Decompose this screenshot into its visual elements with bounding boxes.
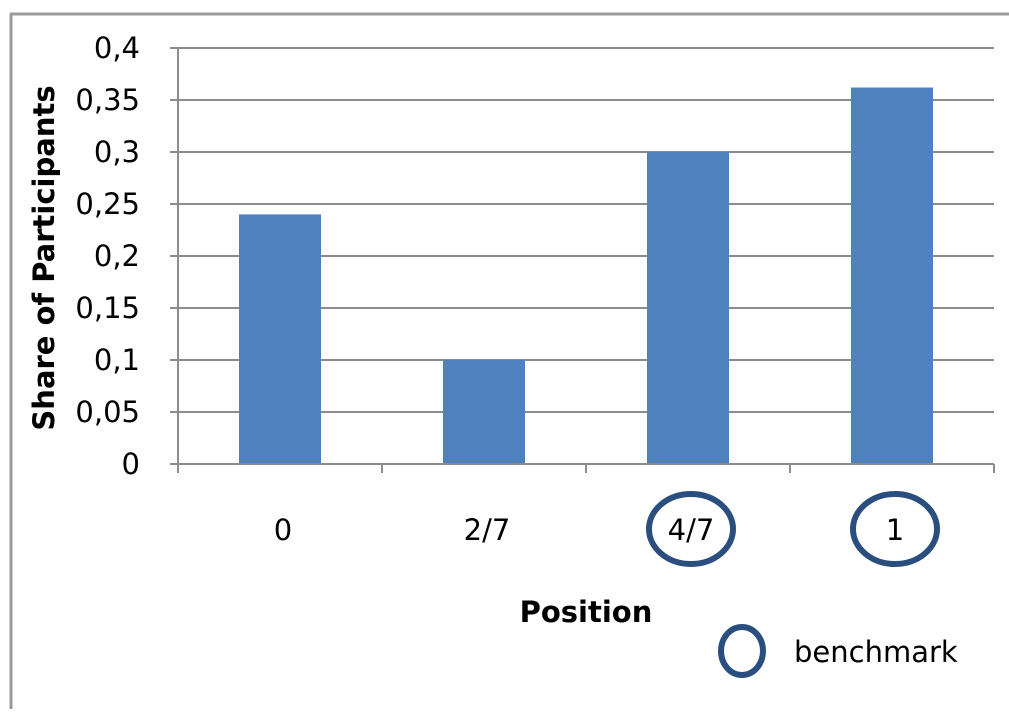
y-tick-label: 0,1 — [94, 343, 140, 377]
axes — [170, 47, 995, 473]
bars — [239, 87, 933, 465]
y-axis-title: Share of Participants — [27, 85, 61, 430]
y-tick-label: 0,05 — [75, 395, 140, 429]
benchmark-circle — [850, 491, 940, 567]
x-axis-title: Position — [520, 595, 653, 629]
y-tick-label: 0 — [122, 447, 140, 481]
benchmark-circle — [646, 491, 736, 567]
x-tick-label: 4/7 — [668, 513, 715, 547]
x-tick-label: 0 — [274, 513, 292, 547]
legend: benchmark — [718, 624, 958, 678]
y-tick-label: 0,35 — [75, 83, 140, 117]
y-tick-label: 0,4 — [94, 31, 140, 65]
x-tick-labels: 0 2/7 4/7 1 — [274, 491, 940, 567]
y-tick-label: 0,25 — [75, 187, 140, 221]
legend-benchmark-marker — [718, 624, 766, 678]
y-tick-label: 0,15 — [75, 291, 140, 325]
x-tick-label: 1 — [886, 513, 904, 547]
bar-3 — [851, 87, 933, 465]
y-tick-label: 0,2 — [94, 239, 140, 273]
y-tick-label: 0,3 — [94, 135, 140, 169]
bar-0 — [239, 214, 321, 464]
y-tick-labels: 0 0,05 0,1 0,15 0,2 0,25 0,3 0,35 0,4 — [75, 31, 140, 481]
x-tick-label: 2/7 — [464, 513, 511, 547]
bar-2 — [647, 152, 729, 464]
legend-benchmark-label: benchmark — [794, 635, 958, 669]
bar-1 — [443, 360, 525, 464]
